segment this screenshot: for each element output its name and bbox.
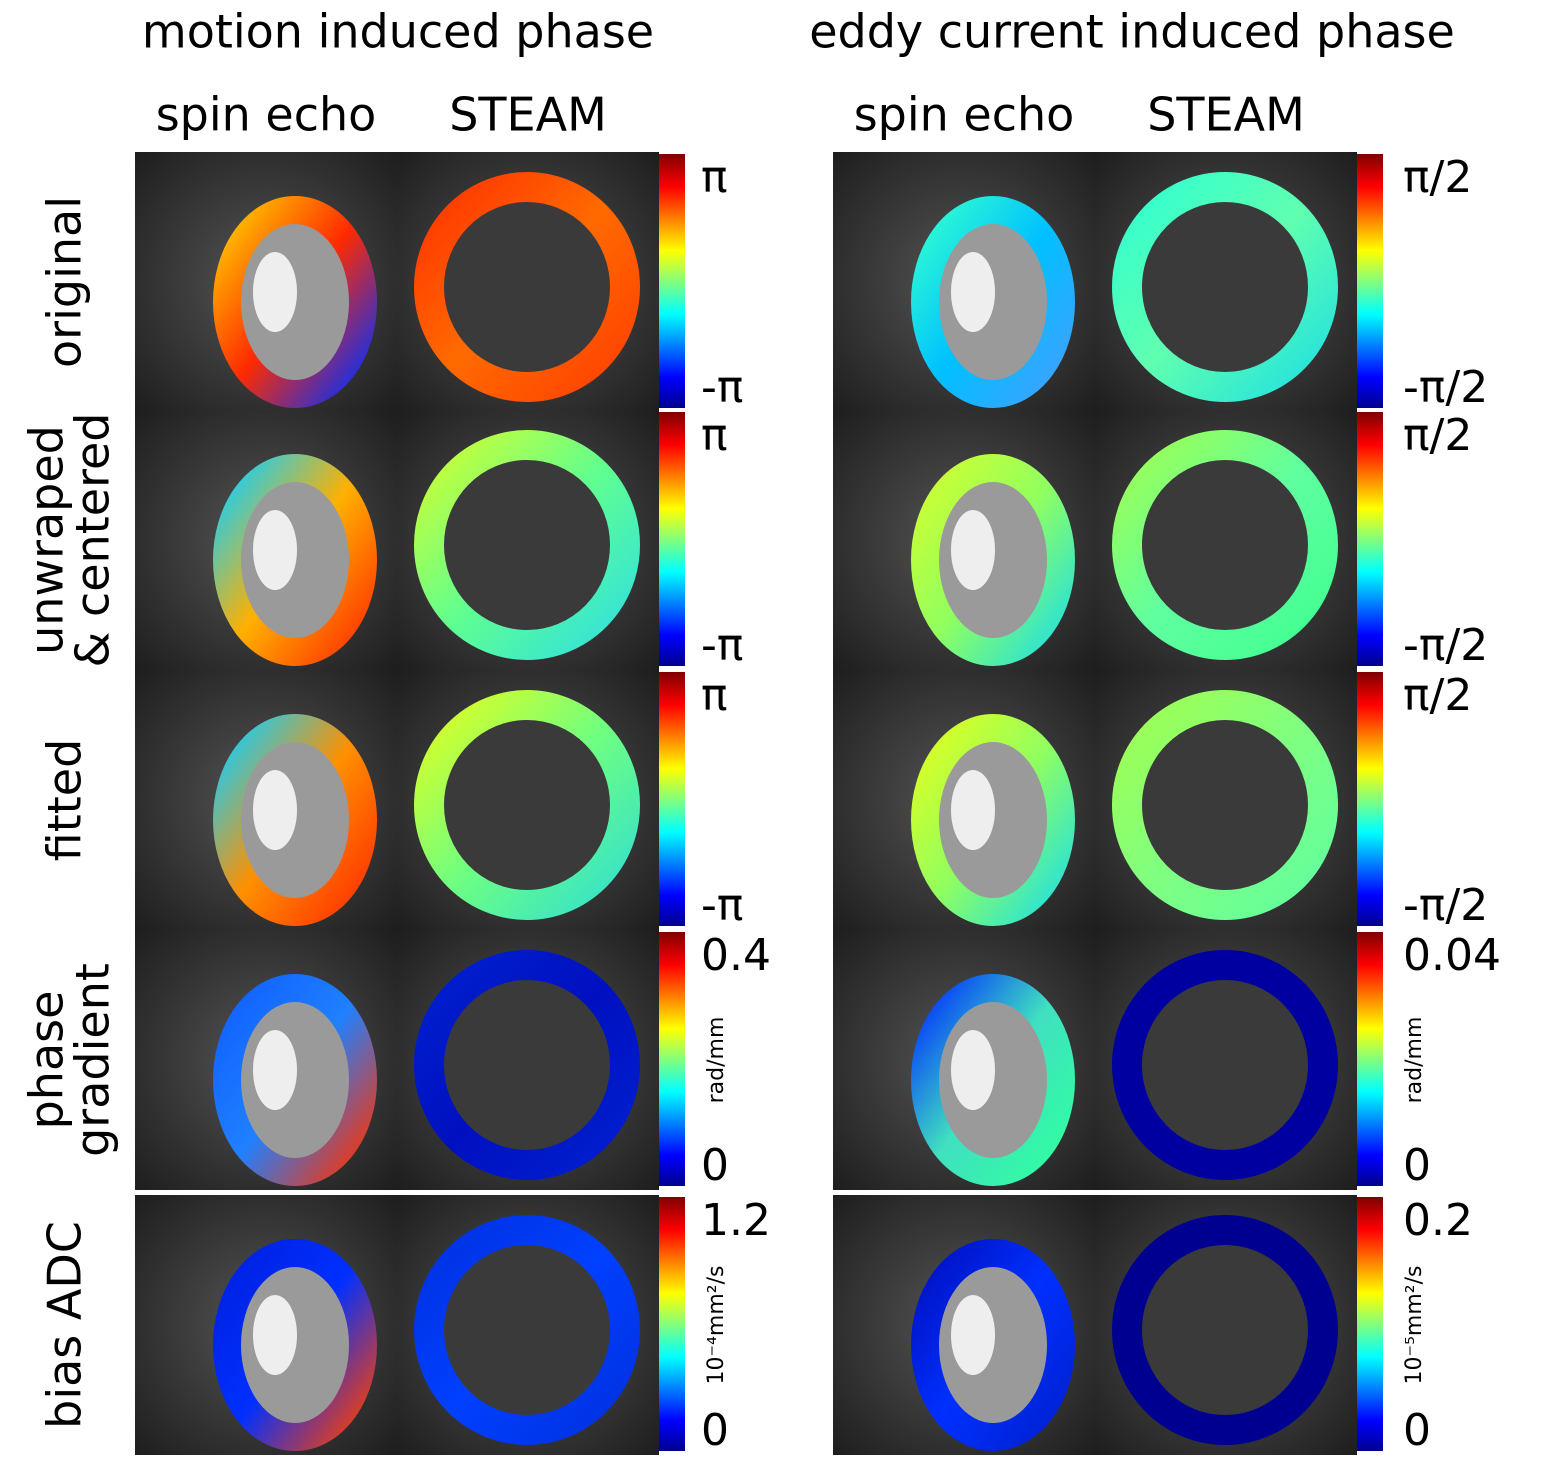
- myocardium-ring: [911, 974, 1075, 1186]
- colorbar: [1357, 412, 1383, 666]
- group-title: eddy current induced phase: [809, 5, 1455, 59]
- heart-blood-pool: [439, 1240, 615, 1420]
- heart-blood-pool: [439, 975, 615, 1155]
- myocardium-ring: [1112, 690, 1338, 920]
- myocardium-ring: [213, 196, 377, 408]
- myocardium-ring: [213, 714, 377, 926]
- colorbar: [1357, 672, 1383, 926]
- heart-blood-pool: [1137, 1240, 1313, 1420]
- column-label: STEAM: [1147, 88, 1305, 142]
- row-label: original: [38, 196, 92, 368]
- bright-blob: [951, 1295, 995, 1375]
- colorbar-unit: 10⁻⁵mm²/s: [1402, 1266, 1427, 1385]
- myocardium-ring: [1112, 950, 1338, 1180]
- colorbar-min: -π/2: [1403, 880, 1488, 931]
- colorbar: [659, 1197, 685, 1451]
- myocardium-ring: [911, 1239, 1075, 1451]
- heart-blood-pool: [1137, 975, 1313, 1155]
- colorbar-min: 0: [701, 1140, 729, 1191]
- myocardium-ring: [911, 714, 1075, 926]
- myocardium-ring: [1112, 172, 1338, 402]
- bright-blob: [951, 770, 995, 850]
- heart-blood-pool: [1137, 715, 1313, 895]
- myocardium-ring: [414, 1215, 640, 1445]
- colorbar-max: π: [701, 670, 728, 721]
- row-label: unwraped: [20, 425, 74, 655]
- colorbar-min: -π/2: [1403, 362, 1488, 413]
- bright-blob: [951, 1030, 995, 1110]
- group-title: motion induced phase: [142, 5, 654, 59]
- myocardium-ring: [213, 974, 377, 1186]
- colorbar-min: -π/2: [1403, 620, 1488, 671]
- colorbar-min: -π: [701, 880, 743, 931]
- column-label: spin echo: [854, 88, 1075, 142]
- colorbar: [659, 412, 685, 666]
- colorbar-max: π: [701, 152, 728, 203]
- colorbar-unit: 10⁻⁴mm²/s: [704, 1266, 729, 1385]
- colorbar-min: 0: [1403, 1405, 1431, 1456]
- bright-blob: [253, 1295, 297, 1375]
- colorbar: [1357, 932, 1383, 1186]
- row-label: gradient: [66, 963, 120, 1157]
- colorbar: [1357, 1197, 1383, 1451]
- colorbar-min: -π: [701, 620, 743, 671]
- heart-blood-pool: [1137, 197, 1313, 377]
- bright-blob: [253, 1030, 297, 1110]
- myocardium-ring: [1112, 430, 1338, 660]
- colorbar-max: 0.4: [701, 930, 771, 981]
- myocardium-ring: [911, 454, 1075, 666]
- colorbar-min: 0: [1403, 1140, 1431, 1191]
- heart-blood-pool: [1137, 455, 1313, 635]
- myocardium-ring: [213, 454, 377, 666]
- colorbar: [659, 932, 685, 1186]
- bright-blob: [253, 252, 297, 332]
- colorbar-max: π: [701, 410, 728, 461]
- column-label: STEAM: [449, 88, 607, 142]
- colorbar-unit: rad/mm: [1402, 1017, 1427, 1104]
- colorbar-max: 0.04: [1403, 930, 1501, 981]
- bright-blob: [951, 510, 995, 590]
- colorbar-unit: rad/mm: [704, 1017, 729, 1104]
- colorbar: [1357, 154, 1383, 408]
- colorbar-min: -π: [701, 362, 743, 413]
- column-label: spin echo: [156, 88, 377, 142]
- colorbar-max: 1.2: [701, 1195, 771, 1246]
- colorbar-min: 0: [701, 1405, 729, 1456]
- colorbar-max: π/2: [1403, 152, 1472, 203]
- myocardium-ring: [213, 1239, 377, 1451]
- bright-blob: [253, 770, 297, 850]
- colorbar-max: 0.2: [1403, 1195, 1473, 1246]
- heart-blood-pool: [439, 197, 615, 377]
- row-label: & centered: [66, 413, 120, 668]
- bright-blob: [951, 252, 995, 332]
- myocardium-ring: [414, 950, 640, 1180]
- row-label: fitted: [38, 739, 92, 862]
- myocardium-ring: [414, 430, 640, 660]
- colorbar-max: π/2: [1403, 670, 1472, 721]
- myocardium-ring: [911, 196, 1075, 408]
- colorbar: [659, 672, 685, 926]
- heart-blood-pool: [439, 715, 615, 895]
- bright-blob: [253, 510, 297, 590]
- colorbar: [659, 154, 685, 408]
- myocardium-ring: [1112, 1215, 1338, 1445]
- myocardium-ring: [414, 172, 640, 402]
- row-label: bias ADC: [38, 1221, 92, 1429]
- heart-blood-pool: [439, 455, 615, 635]
- myocardium-ring: [414, 690, 640, 920]
- colorbar-max: π/2: [1403, 410, 1472, 461]
- row-label: phase: [20, 991, 74, 1130]
